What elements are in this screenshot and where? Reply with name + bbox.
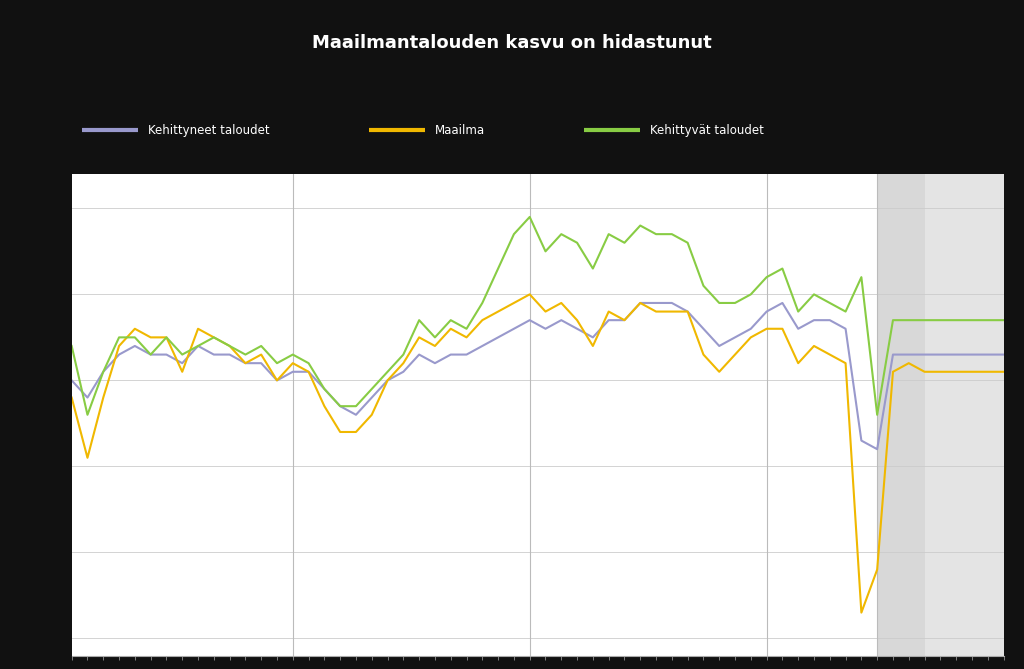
Bar [925, 174, 1004, 656]
Text: Maailma: Maailma [435, 124, 485, 137]
Text: Kehittyvät taloudet: Kehittyvät taloudet [650, 124, 764, 137]
Bar [878, 174, 925, 656]
Text: Kehittyneet taloudet: Kehittyneet taloudet [148, 124, 270, 137]
Text: Maailmantalouden kasvu on hidastunut: Maailmantalouden kasvu on hidastunut [312, 35, 712, 52]
